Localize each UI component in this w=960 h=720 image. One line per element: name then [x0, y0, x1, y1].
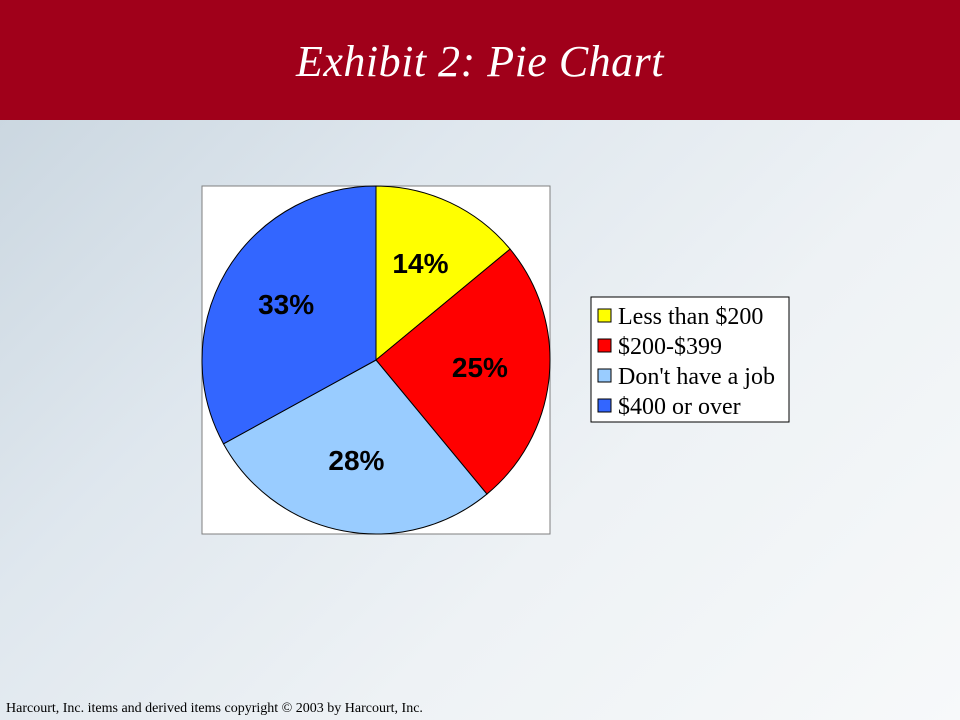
- data-labels: 14% 25% 28% 33%: [258, 248, 508, 476]
- slice-data-label: 25%: [452, 352, 508, 383]
- legend-swatch: [597, 368, 612, 383]
- legend-label: Less than $200: [618, 304, 763, 330]
- pie-slice: [201, 185, 377, 445]
- copyright-footer: Harcourt, Inc. items and derived items c…: [6, 701, 423, 716]
- legend-label: $200-$399: [618, 334, 722, 360]
- slice-data-label: 33%: [258, 289, 314, 320]
- title-bar: [0, 0, 960, 120]
- slice-data-label: 14%: [392, 248, 448, 279]
- legend-box: [590, 296, 790, 423]
- legend-swatch: [597, 308, 612, 323]
- page-title: Exhibit 2: Pie Chart: [295, 37, 665, 86]
- legend: Less than $200 $200-$399 Don't have a job $…: [590, 296, 790, 423]
- legend-label: $400 or over: [618, 394, 741, 420]
- pie-slice: [375, 248, 551, 495]
- pie-slice: [222, 359, 488, 535]
- pie-slice: [375, 185, 511, 362]
- legend-label: Don't have a job: [618, 364, 775, 390]
- legend-swatch: [597, 338, 612, 353]
- slice-data-label: 28%: [328, 445, 384, 476]
- legend-swatch: [597, 398, 612, 413]
- pie-slices: [201, 185, 551, 535]
